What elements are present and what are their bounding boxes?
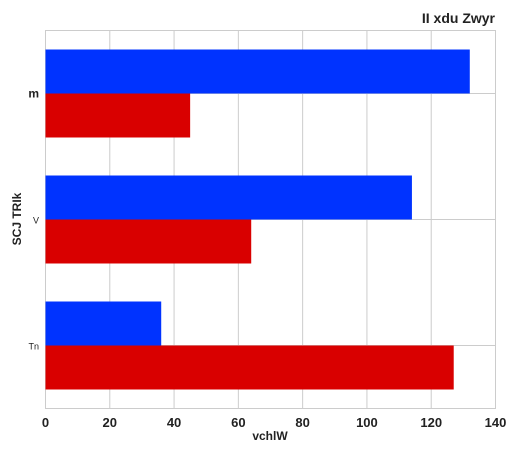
y-tick-label: V <box>33 216 39 226</box>
bar-series-1-m <box>45 49 470 94</box>
x-tick-label: 80 <box>295 415 309 430</box>
bars <box>45 49 470 390</box>
x-tick-label: 120 <box>420 415 442 430</box>
x-tick-label: 20 <box>103 415 117 430</box>
x-tick-label: 140 <box>485 415 507 430</box>
bar-series-1-V <box>45 175 412 220</box>
y-axis-ticks: m V Tn <box>28 87 39 352</box>
bar-series-2-Tn <box>45 345 454 390</box>
x-tick-label: 0 <box>42 415 49 430</box>
y-tick-label: m <box>28 87 39 101</box>
chart-title: II xdu Zwyr <box>422 10 496 26</box>
bar-series-1-Tn <box>45 301 162 346</box>
y-axis-label: SCJ TRIk <box>10 192 24 245</box>
x-tick-label: 60 <box>231 415 245 430</box>
x-axis-label: vchlW <box>252 429 288 443</box>
x-tick-label: 40 <box>167 415 181 430</box>
bar-series-2-m <box>45 93 191 138</box>
y-tick-label: Tn <box>28 342 39 352</box>
x-tick-label: 100 <box>356 415 378 430</box>
x-axis-ticks: 0 20 40 60 80 100 120 140 <box>42 415 506 430</box>
bar-series-2-V <box>45 219 252 264</box>
